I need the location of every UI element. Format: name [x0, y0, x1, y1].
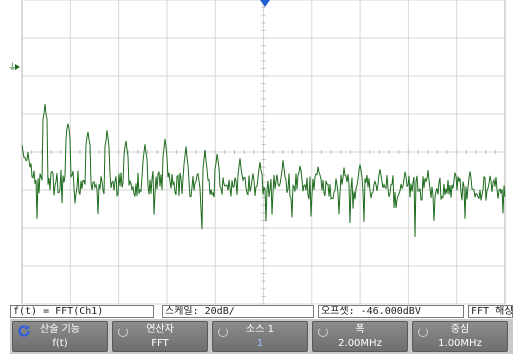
ground-reference-icon: ⏚ [8, 62, 20, 73]
cycle-arrow-icon [18, 325, 30, 337]
softkey-label: 중심 [450, 324, 470, 335]
softkey-label: 산술 기능 [40, 324, 80, 335]
softkey-value: FFT [151, 338, 169, 349]
math-function-softkey[interactable]: 산술 기능 f(t) [12, 321, 108, 352]
softkey-label: 소스 1 [246, 324, 274, 335]
source-softkey[interactable]: 소스 1 1 [212, 321, 308, 352]
status-bar: f(t) = FFT(Ch1) 스케일: 20dB/ 오프셋: -46.000d… [10, 305, 513, 318]
scale-readout: 스케일: 20dB/ [162, 305, 314, 318]
softkey-label: 폭 [355, 324, 365, 335]
softkey-label: 연산자 [146, 324, 174, 335]
softkey-value: 1 [256, 338, 264, 349]
operator-softkey[interactable]: 연산자 FFT [112, 321, 208, 352]
knob-icon [318, 327, 328, 337]
knob-icon [418, 327, 428, 337]
softkey-value: 2.00MHz [338, 338, 382, 349]
softkey-value: 1.00MHz [438, 338, 482, 349]
knob-icon [218, 327, 228, 337]
fft-resolution-readout: FFT 해상 [468, 305, 513, 318]
fft-trace [21, 104, 506, 238]
function-readout: f(t) = FFT(Ch1) [10, 305, 154, 318]
waveform-display: ⏚ [8, 0, 506, 305]
center-softkey[interactable]: 중심 1.00MHz [412, 321, 508, 352]
offset-readout: 오프셋: -46.000dBV [318, 305, 464, 318]
knob-icon [118, 327, 128, 337]
svg-text:⏚: ⏚ [8, 62, 17, 73]
softkey-value: f(t) [52, 338, 68, 349]
trigger-position-marker [260, 0, 270, 7]
softkey-bar: 산술 기능 f(t) 연산자 FFT 소스 1 1 폭 2.00MHz 중심 1… [10, 319, 513, 354]
span-softkey[interactable]: 폭 2.00MHz [312, 321, 408, 352]
